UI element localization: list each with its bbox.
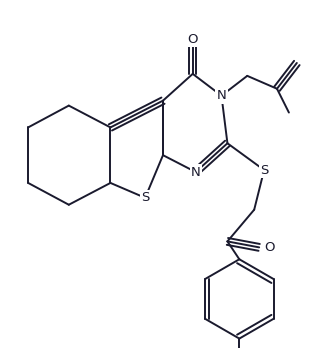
Text: O: O <box>187 33 198 46</box>
Text: S: S <box>260 163 268 176</box>
Text: N: N <box>217 89 226 102</box>
Text: O: O <box>264 241 274 254</box>
Text: S: S <box>141 191 149 204</box>
Text: N: N <box>191 166 201 178</box>
